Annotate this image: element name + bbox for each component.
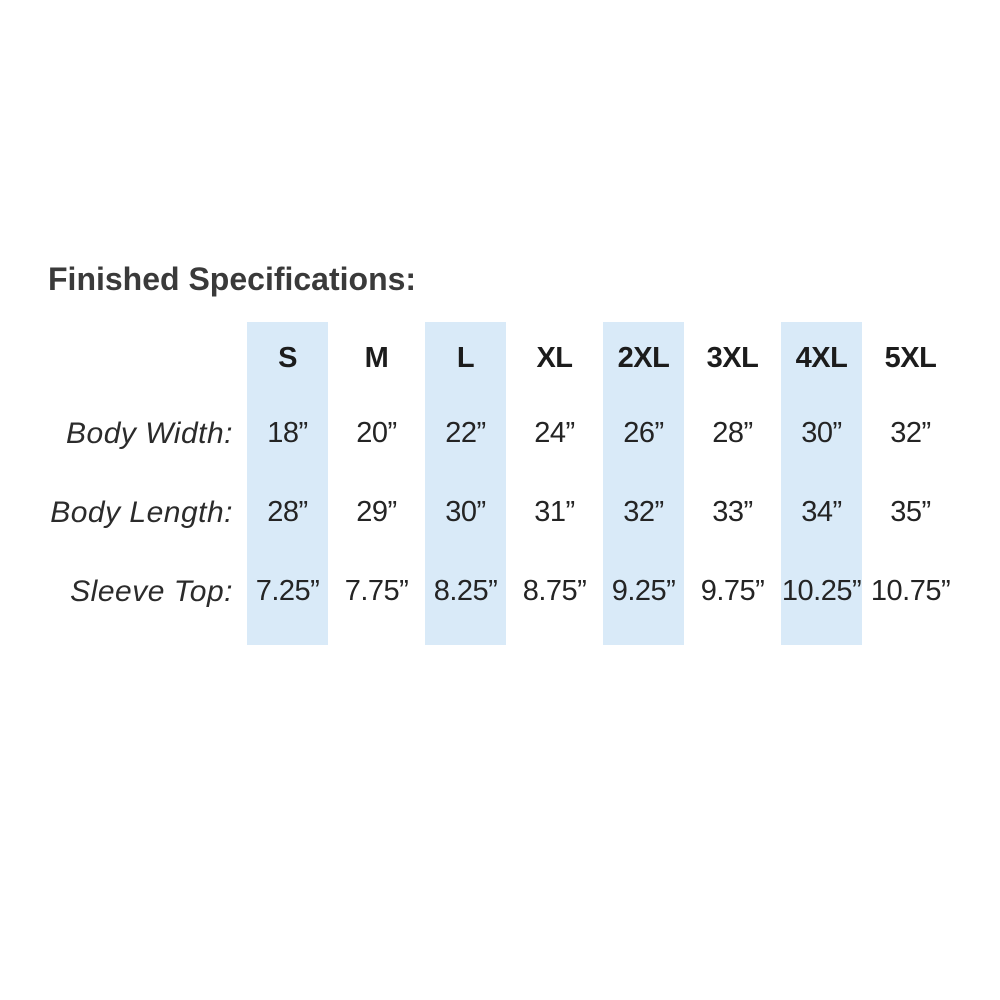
column-header-l: L [421,322,510,394]
cell-sleeve-top-m: 7.75” [344,575,409,607]
cell-body-width-xl: 24” [534,417,575,449]
stripe-footer-2xl [599,631,688,645]
cell-body-length-xl: 31” [534,496,575,528]
cell-body-width-s: 18” [243,394,332,473]
cell-body-width-2xl: 26” [599,394,688,473]
stripe-footer-s [243,631,332,645]
cell-sleeve-top-s: 7.25” [243,552,332,631]
cell-sleeve-top-xl: 8.75” [522,575,587,607]
column-header-3xl: 3XL [706,341,759,374]
cell-body-width-l: 22” [421,394,510,473]
cell-body-length-4xl: 34” [777,473,866,552]
corner-spacer [30,322,243,394]
row-label-body-width: Body Width: [66,416,233,450]
column-header-5xl: 5XL [884,341,937,374]
column-header-m: M [364,341,389,374]
row-label-body-length: Body Length: [50,495,233,529]
cell-body-width-5xl: 32” [890,417,931,449]
cell-body-width-4xl: 30” [777,394,866,473]
column-header-4xl: 4XL [777,322,866,394]
stripe-footer-3xl [688,631,777,645]
cell-body-length-2xl: 32” [599,473,688,552]
column-header-xl: XL [536,341,573,374]
cell-sleeve-top-3xl: 9.75” [700,575,765,607]
column-header-s: S [243,322,332,394]
stripe-footer-spacer [30,631,243,645]
page-title: Finished Specifications: [48,261,417,297]
stripe-footer-xl [510,631,599,645]
stripe-footer-m [332,631,421,645]
row-label-sleeve-top: Sleeve Top: [70,574,233,608]
stripe-footer-4xl [777,631,866,645]
cell-body-length-5xl: 35” [890,496,931,528]
cell-body-length-s: 28” [243,473,332,552]
stripe-footer-l [421,631,510,645]
cell-body-length-3xl: 33” [712,496,753,528]
cell-body-length-m: 29” [356,496,397,528]
cell-sleeve-top-l: 8.25” [421,552,510,631]
cell-body-width-3xl: 28” [712,417,753,449]
cell-body-width-m: 20” [356,417,397,449]
column-header-2xl: 2XL [599,322,688,394]
stripe-footer-5xl [866,631,955,645]
cell-body-length-l: 30” [421,473,510,552]
cell-sleeve-top-4xl: 10.25” [777,552,866,631]
cell-sleeve-top-5xl: 10.75” [870,575,951,607]
size-spec-table: S M L XL 2XL 3XL 4XL 5XL Body Width: 18”… [30,322,955,645]
cell-sleeve-top-2xl: 9.25” [599,552,688,631]
